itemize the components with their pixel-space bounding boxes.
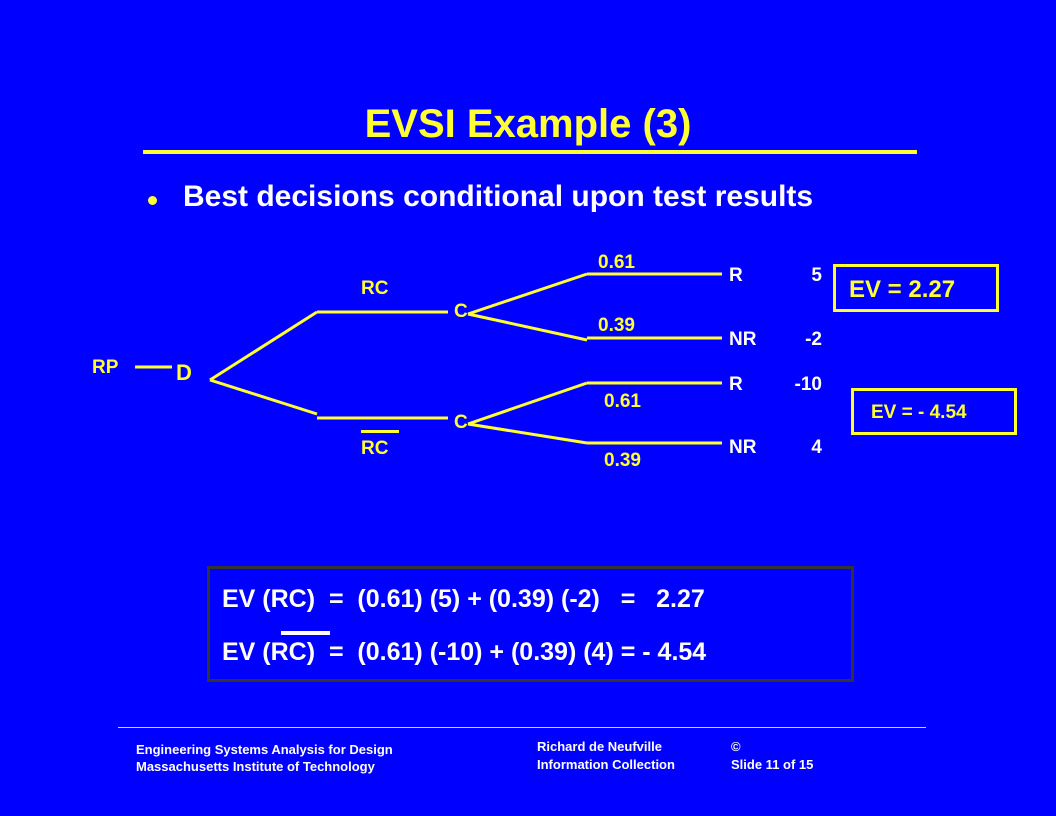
outcome-prob: 0.39 [604, 450, 641, 471]
chance-bottom-branch-up [467, 381, 588, 426]
ev-top-text: EV = 2.27 [849, 276, 956, 303]
footer-slide-number: Slide 11 of 15 [731, 757, 814, 772]
outcome-label: NR [729, 437, 757, 458]
footer-course: Engineering Systems Analysis for Design [136, 742, 393, 757]
title-underline [143, 150, 917, 154]
chance-top-branch-down [467, 312, 588, 342]
chance-node-top-label: C [454, 301, 468, 322]
footer-institution: Massachusetts Institute of Technology [136, 759, 375, 774]
outcome-label: NR [729, 329, 757, 350]
outcome-value: 5 [811, 265, 822, 286]
calculation-box: EV (RC) = (0.61) (5) + (0.39) (-2) = 2.2… [207, 566, 854, 682]
ev-bottom-box: EV = - 4.54 [851, 388, 1017, 435]
branch-top-label: RC [361, 278, 389, 299]
chance-bottom-branch-down [467, 422, 588, 445]
bullet-dot-icon [148, 196, 157, 205]
root-label: RP [92, 357, 119, 378]
footer-rule [118, 727, 926, 728]
footer-topic: Information Collection [537, 757, 675, 772]
ev-top-box: EV = 2.27 [833, 264, 999, 312]
negation-overbar [361, 430, 399, 433]
bullet-text: Best decisions conditional upon test res… [183, 180, 814, 213]
outcome-prob: 0.39 [598, 315, 635, 336]
decision-node-label: D [176, 360, 192, 385]
outcome-prob: 0.61 [598, 252, 635, 273]
calc-line-2: EV (RC) = (0.61) (-10) + (0.39) (4) = - … [222, 638, 707, 666]
outcome-value: -10 [794, 374, 822, 395]
calc-negation-overbar [281, 631, 330, 635]
outcome-value: -2 [805, 329, 822, 350]
outcome-value: 4 [811, 437, 822, 458]
decision-branch-up [209, 310, 318, 382]
calc-line-1: EV (RC) = (0.61) (5) + (0.39) (-2) = 2.2… [222, 585, 705, 613]
branch-bottom-label: RC [361, 438, 389, 459]
footer-copyright: © [731, 739, 741, 754]
footer-author: Richard de Neufville [537, 739, 662, 754]
outcome-prob: 0.61 [604, 391, 641, 412]
slide-title: EVSI Example (3) [364, 102, 692, 146]
outcome-label: R [729, 374, 743, 395]
outcome-label: R [729, 265, 743, 286]
chance-node-bottom-label: C [454, 412, 468, 433]
chance-top-branch-up [467, 272, 588, 316]
decision-branch-down [209, 378, 318, 416]
ev-bottom-text: EV = - 4.54 [871, 402, 967, 423]
